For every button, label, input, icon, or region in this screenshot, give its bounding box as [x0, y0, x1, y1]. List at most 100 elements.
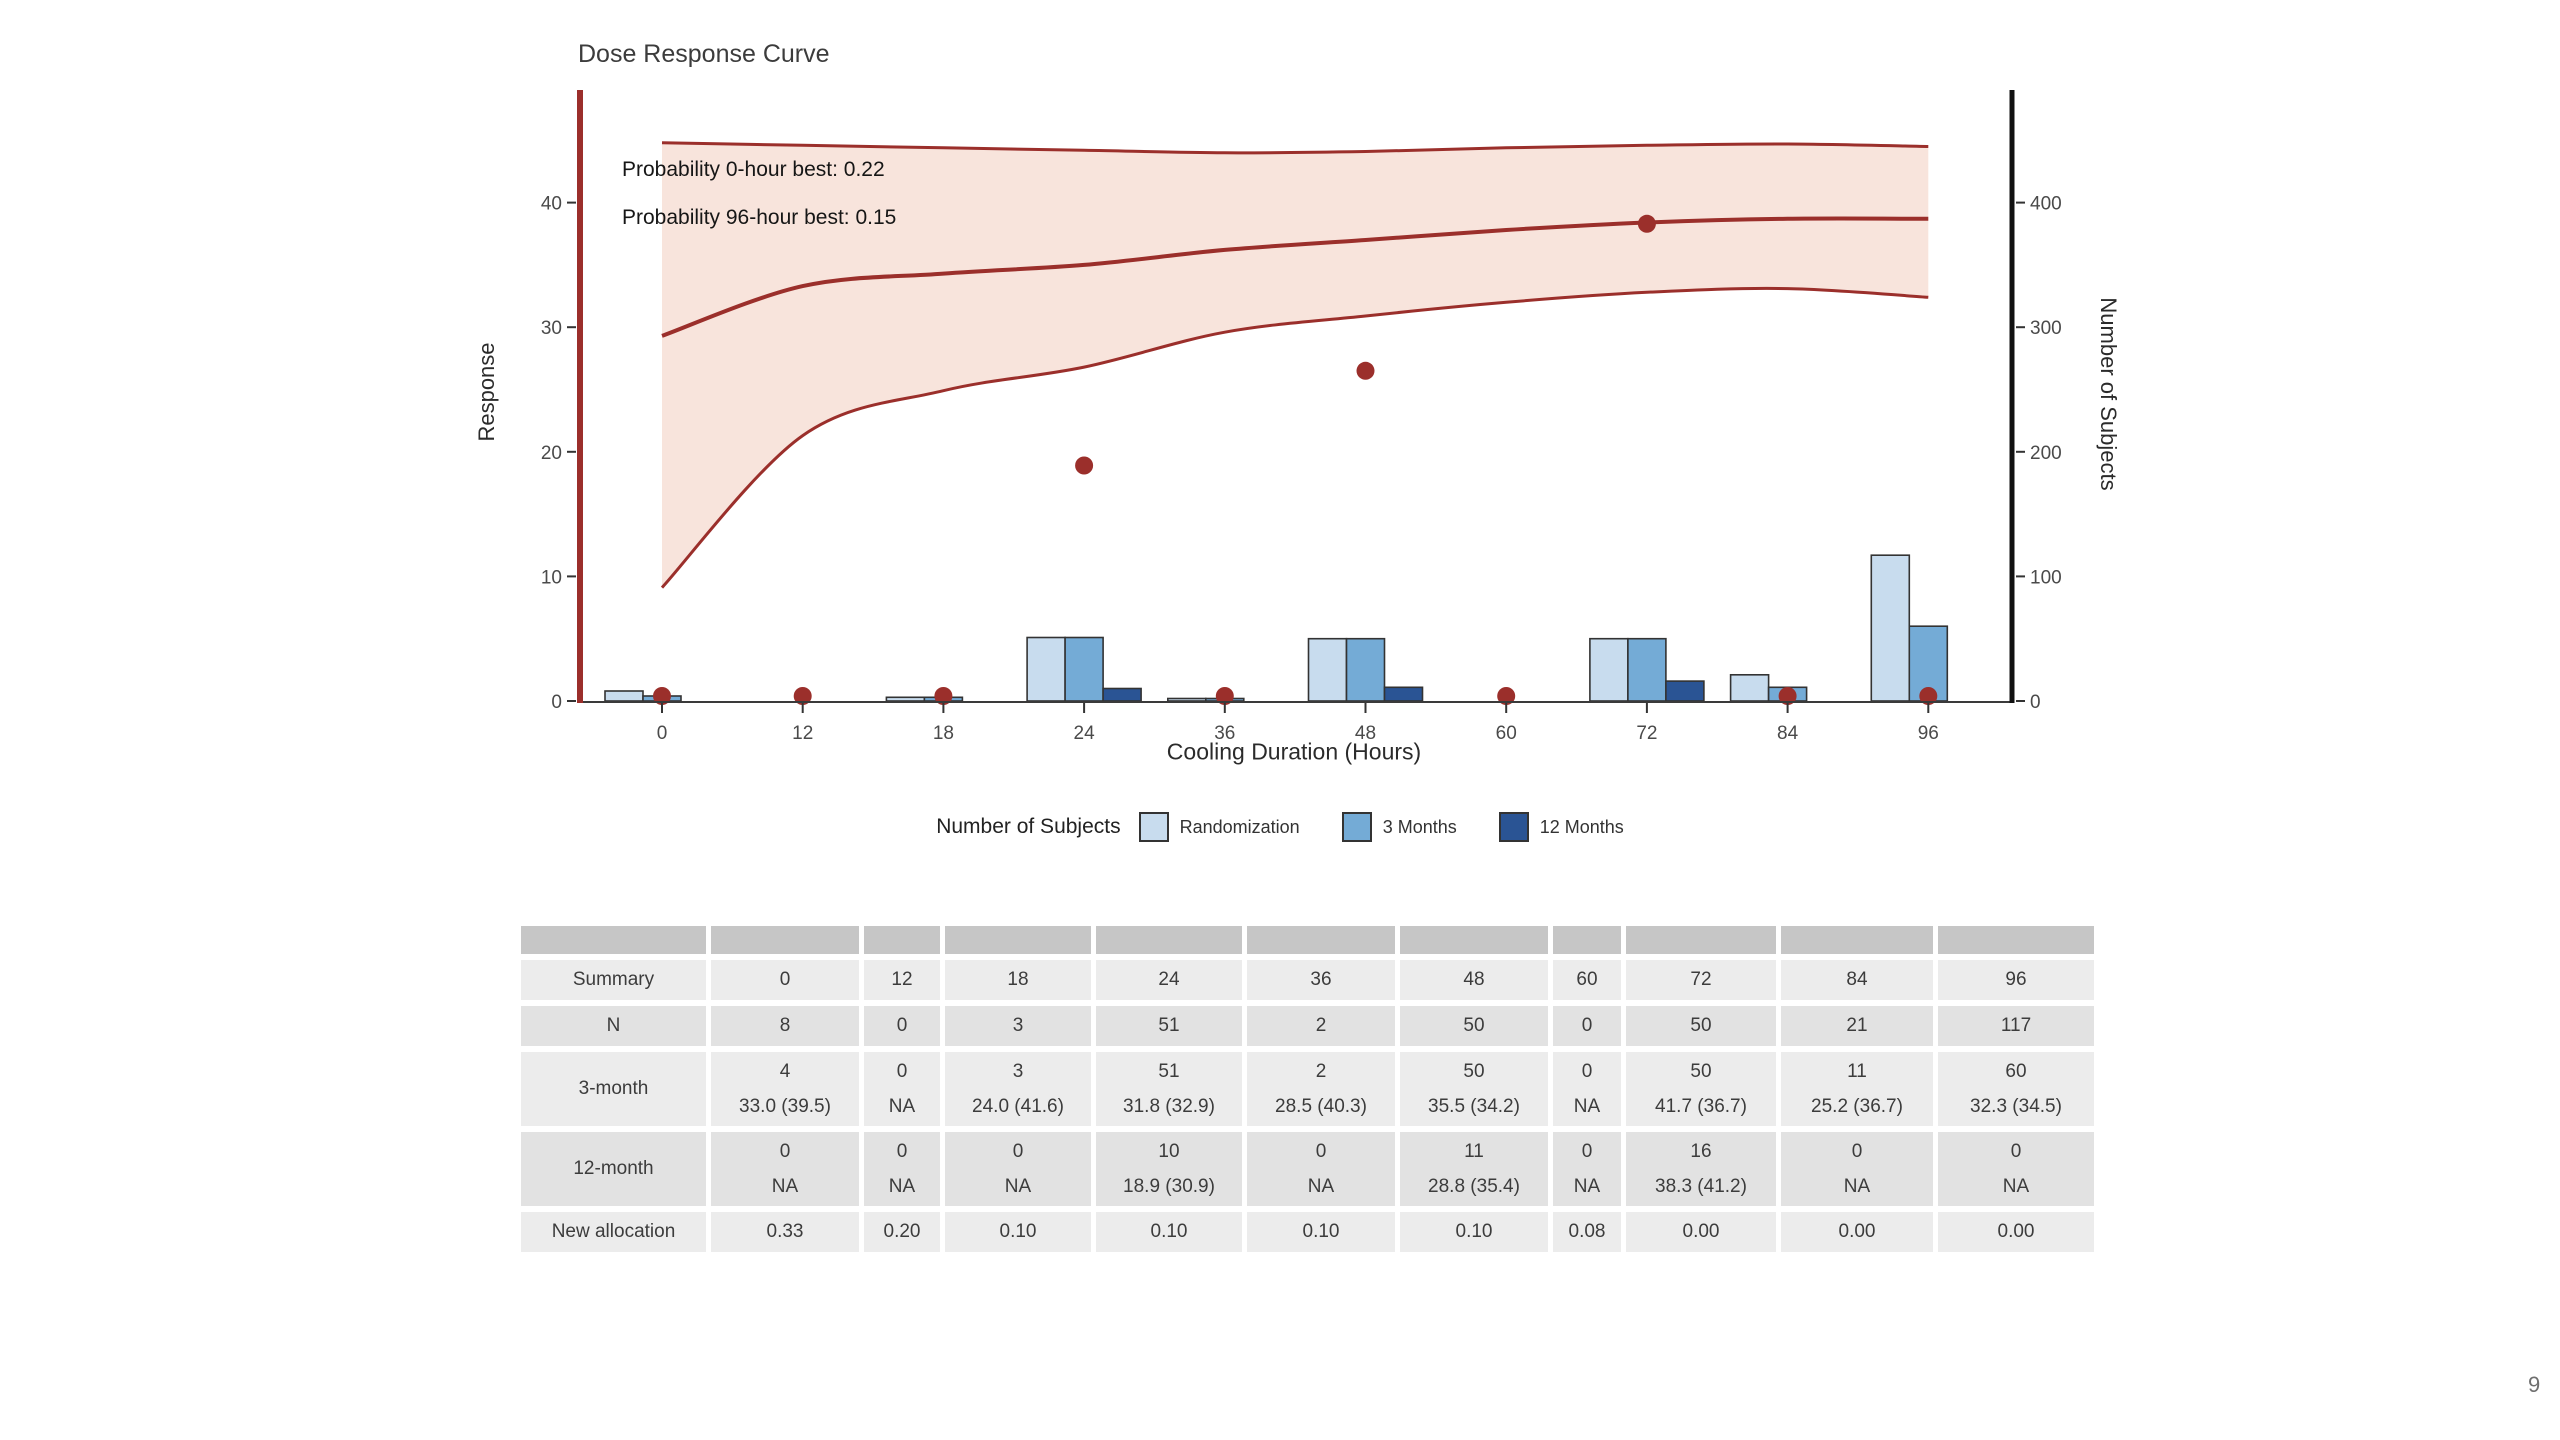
bar-12-months — [1665, 680, 1705, 702]
table-cell: 11 25.2 (36.7) — [1781, 1052, 1933, 1126]
legend-swatch — [1341, 812, 1372, 842]
row-label: 12-month — [521, 1132, 706, 1206]
table-cell: 0 — [864, 1006, 940, 1046]
bar-randomization — [1307, 637, 1348, 702]
table-cell: 16 38.3 (41.2) — [1626, 1132, 1776, 1206]
chart-title: Dose Response Curve — [578, 40, 830, 68]
summary-table-container: Summary 0 12 18 24 36 48 60 72 84 96 N 8 0 3 51 2 50 0 50 21… — [516, 920, 2099, 1258]
observed-point — [1919, 687, 1938, 705]
legend-swatch — [1498, 812, 1529, 842]
table-cell: 12 — [864, 960, 940, 1000]
left-tick-label: 40 — [541, 194, 562, 215]
dose-response-fit-line — [661, 216, 1929, 338]
y-axis-label-left: Response — [474, 342, 499, 442]
x-axis-label: Cooling Duration (Hours) — [1166, 738, 1422, 765]
right-tick-label: 400 — [2030, 194, 2062, 215]
table-header-cell — [1247, 926, 1395, 954]
bar-3-months — [1627, 637, 1667, 702]
table-header-cell — [711, 926, 859, 954]
left-tick-label: 20 — [541, 443, 562, 464]
x-tick-label: 24 — [1074, 723, 1096, 744]
table-cell: 8 — [711, 1006, 859, 1046]
x-tick-label: 84 — [1777, 723, 1799, 744]
table-cell: 72 — [1626, 960, 1776, 1000]
table-cell: 11 28.8 (35.4) — [1400, 1132, 1548, 1206]
table-cell: 0.10 — [1096, 1212, 1242, 1252]
table-cell: 3 — [945, 1006, 1091, 1046]
x-tick-label: 60 — [1496, 723, 1517, 744]
table-cell: 0.10 — [945, 1212, 1091, 1252]
table-cell: 51 31.8 (32.9) — [1096, 1052, 1242, 1126]
table-header-band — [521, 926, 2094, 954]
legend-title: Number of Subjects — [936, 815, 1121, 838]
table-row-n: N 8 0 3 51 2 50 0 50 21 117 — [521, 1006, 2094, 1046]
summary-table: Summary 0 12 18 24 36 48 60 72 84 96 N 8 0 3 51 2 50 0 50 21… — [516, 920, 2099, 1258]
table-cell: 24 — [1096, 960, 1242, 1000]
table-row-12-month: 12-month 0 NA 0 NA 0 NA 10 18.9 (30.9) 0 NA 11 28.8 … — [521, 1132, 2094, 1206]
table-cell: 36 — [1247, 960, 1395, 1000]
bar-3-months — [1345, 637, 1386, 702]
table-cell: 0 NA — [1938, 1132, 2094, 1206]
table-cell: 60 32.3 (34.5) — [1938, 1052, 2094, 1126]
table-header-cell — [1096, 926, 1242, 954]
table-header-cell — [521, 926, 706, 954]
table-cell: 0.00 — [1626, 1212, 1776, 1252]
table-cell: 0 NA — [1247, 1132, 1395, 1206]
right-tick-label: 200 — [2030, 443, 2062, 464]
x-tick-label: 12 — [792, 723, 813, 744]
bar-12-months — [1102, 687, 1142, 702]
legend-item-12-months: 12 Months — [1498, 812, 1624, 842]
observed-point — [1497, 687, 1516, 705]
table-cell: 50 35.5 (34.2) — [1400, 1052, 1548, 1126]
left-tick-label: 10 — [541, 567, 562, 588]
table-header-cell — [1553, 926, 1621, 954]
page-number: 9 — [2528, 1372, 2541, 1397]
table-cell: 0 NA — [945, 1132, 1091, 1206]
legend-swatch — [1138, 812, 1169, 842]
bar-randomization — [1026, 636, 1066, 702]
table-cell: 51 — [1096, 1006, 1242, 1046]
legend-label: 12 Months — [1539, 816, 1624, 837]
observed-point — [1215, 687, 1234, 705]
table-cell: 0.00 — [1781, 1212, 1933, 1252]
observed-point — [1778, 687, 1797, 705]
table-cell: 0 NA — [864, 1052, 940, 1126]
legend-label: 3 Months — [1382, 816, 1457, 837]
table-cell: 3 24.0 (41.6) — [945, 1052, 1091, 1126]
x-tick-label: 72 — [1636, 723, 1657, 744]
x-tick-label: 48 — [1355, 723, 1376, 744]
table-header-cell — [1400, 926, 1548, 954]
band-upper-edge — [661, 141, 1929, 155]
row-label: 3-month — [521, 1052, 706, 1126]
table-cell: 60 — [1553, 960, 1621, 1000]
table-cell: 0 NA — [711, 1132, 859, 1206]
table-cell: 0.08 — [1553, 1212, 1621, 1252]
table-cell: 50 — [1626, 1006, 1776, 1046]
table-cell: 48 — [1400, 960, 1548, 1000]
x-tick-label: 96 — [1918, 723, 1939, 744]
bar-randomization — [885, 696, 926, 702]
table-cell: 10 18.9 (30.9) — [1096, 1132, 1242, 1206]
legend-items: Randomization 3 Months 12 Months — [1138, 812, 1624, 842]
right-tick-label: 100 — [2030, 567, 2062, 588]
y-axis-label-right: Number of Subjects — [2096, 297, 2121, 491]
table-cell: 50 41.7 (36.7) — [1626, 1052, 1776, 1126]
table-cell: 0 NA — [1781, 1132, 1933, 1206]
right-tick-label: 0 — [2030, 692, 2041, 713]
table-cell: 0.20 — [864, 1212, 940, 1252]
table-row-3-month: 3-month 4 33.0 (39.5) 0 NA 3 24.0 (41.6) 51 31.8… — [521, 1052, 2094, 1126]
table-cell: 0.10 — [1400, 1212, 1548, 1252]
bar-randomization — [1167, 697, 1207, 702]
table-header-cell — [864, 926, 940, 954]
table-row-new-allocation: New allocation 0.33 0.20 0.10 0.10 0.10 0.10 0.… — [521, 1212, 2094, 1252]
x-tick-label: 18 — [933, 723, 954, 744]
bar-12-months — [1383, 686, 1424, 702]
table-cell: 0 — [1553, 1006, 1621, 1046]
table-cell: 84 — [1781, 960, 1933, 1000]
observed-point — [1356, 361, 1375, 380]
bar-randomization — [1870, 554, 1911, 702]
table-cell: 2 28.5 (40.3) — [1247, 1052, 1395, 1126]
left-tick-label: 0 — [551, 692, 562, 713]
